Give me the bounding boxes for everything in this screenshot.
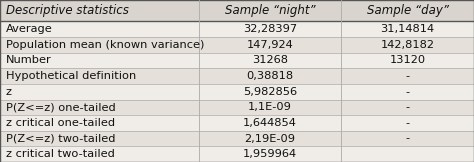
Text: 31,14814: 31,14814	[381, 24, 435, 34]
Text: P(Z<=z) two-tailed: P(Z<=z) two-tailed	[6, 133, 115, 144]
Text: 147,924: 147,924	[247, 40, 293, 50]
Text: 31268: 31268	[252, 55, 288, 65]
Text: z critical two-tailed: z critical two-tailed	[6, 149, 115, 159]
Text: Sample “day”: Sample “day”	[367, 4, 448, 17]
Text: 1,1E-09: 1,1E-09	[248, 102, 292, 112]
Text: 32,28397: 32,28397	[243, 24, 297, 34]
Text: Average: Average	[6, 24, 53, 34]
Text: Descriptive statistics: Descriptive statistics	[6, 4, 128, 17]
Text: 1,959964: 1,959964	[243, 149, 297, 159]
Text: 0,38818: 0,38818	[246, 71, 294, 81]
Bar	[0, 99, 474, 115]
Text: z: z	[6, 87, 12, 97]
Bar	[0, 0, 474, 21]
Text: -: -	[406, 118, 410, 128]
Text: -: -	[406, 71, 410, 81]
Bar	[0, 37, 474, 53]
Text: Hypothetical definition: Hypothetical definition	[6, 71, 136, 81]
Text: 142,8182: 142,8182	[381, 40, 435, 50]
Text: 1,644854: 1,644854	[243, 118, 297, 128]
Text: -: -	[406, 87, 410, 97]
Bar	[0, 68, 474, 84]
Text: z critical one-tailed: z critical one-tailed	[6, 118, 115, 128]
Text: 5,982856: 5,982856	[243, 87, 297, 97]
Text: -: -	[406, 102, 410, 112]
Text: 2,19E-09: 2,19E-09	[245, 133, 296, 144]
Bar	[0, 131, 474, 146]
Text: 13120: 13120	[390, 55, 426, 65]
Text: -: -	[406, 133, 410, 144]
Text: Sample “night”: Sample “night”	[225, 4, 316, 17]
Text: Number: Number	[6, 55, 52, 65]
Text: P(Z<=z) one-tailed: P(Z<=z) one-tailed	[6, 102, 116, 112]
Text: Population mean (known variance): Population mean (known variance)	[6, 40, 204, 50]
